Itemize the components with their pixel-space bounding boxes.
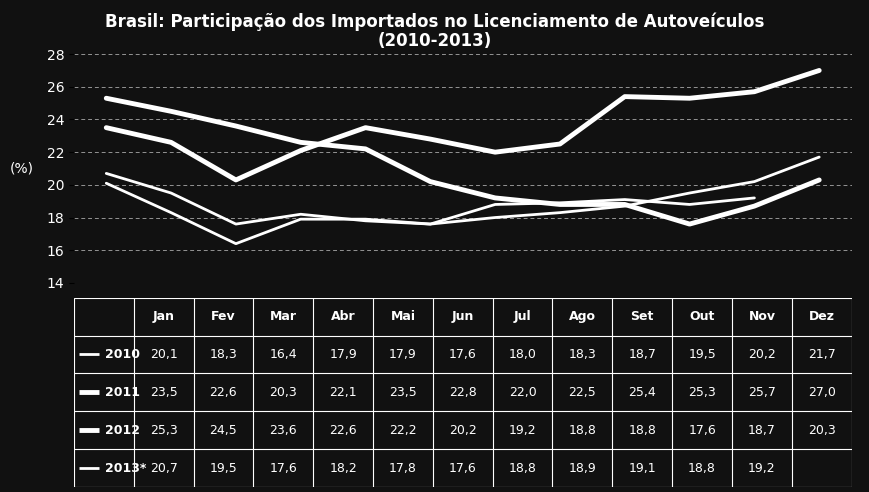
Text: 17,6: 17,6 [269,461,297,475]
Text: 23,5: 23,5 [149,386,177,399]
Text: 19,2: 19,2 [508,424,536,437]
Text: 18,3: 18,3 [568,348,596,361]
Text: 22,6: 22,6 [209,386,237,399]
Text: 18,8: 18,8 [688,461,716,475]
Text: 27,0: 27,0 [808,386,836,399]
Text: 17,6: 17,6 [449,348,476,361]
Text: 22,1: 22,1 [329,386,357,399]
Text: 18,7: 18,7 [748,424,776,437]
Text: 20,1: 20,1 [149,348,177,361]
Text: 2011: 2011 [105,386,140,399]
Text: 23,6: 23,6 [269,424,297,437]
Text: Ago: Ago [569,310,596,323]
Text: Out: Out [689,310,714,323]
Text: 25,3: 25,3 [149,424,177,437]
Text: 17,8: 17,8 [389,461,417,475]
Text: Mai: Mai [390,310,415,323]
Text: 17,6: 17,6 [449,461,476,475]
Text: 19,5: 19,5 [688,348,716,361]
Text: 16,4: 16,4 [269,348,297,361]
Text: 22,8: 22,8 [449,386,476,399]
Text: 23,5: 23,5 [389,386,417,399]
Text: 18,0: 18,0 [508,348,536,361]
Text: Fev: Fev [211,310,235,323]
Text: 25,4: 25,4 [628,386,656,399]
Text: Set: Set [631,310,653,323]
Text: 25,7: 25,7 [748,386,776,399]
Text: Brasil: Participação dos Importados no Licenciamento de Autoveículos: Brasil: Participação dos Importados no L… [105,12,764,31]
Text: 2012: 2012 [105,424,140,437]
Text: 18,9: 18,9 [568,461,596,475]
Text: 18,3: 18,3 [209,348,237,361]
Text: 22,6: 22,6 [329,424,357,437]
Text: Jun: Jun [452,310,474,323]
Text: 19,5: 19,5 [209,461,237,475]
Text: 18,2: 18,2 [329,461,357,475]
Text: 18,8: 18,8 [568,424,596,437]
Text: Dez: Dez [809,310,835,323]
Text: 22,5: 22,5 [568,386,596,399]
Text: 20,2: 20,2 [748,348,776,361]
Text: 24,5: 24,5 [209,424,237,437]
Text: 18,8: 18,8 [508,461,536,475]
Text: Mar: Mar [269,310,296,323]
Text: 20,3: 20,3 [808,424,836,437]
Text: Nov: Nov [748,310,775,323]
Text: 17,9: 17,9 [329,348,357,361]
Text: 18,8: 18,8 [628,424,656,437]
Text: Jul: Jul [514,310,531,323]
Text: (2010-2013): (2010-2013) [377,32,492,50]
Text: 21,7: 21,7 [808,348,836,361]
Text: 20,3: 20,3 [269,386,297,399]
Text: 2013*: 2013* [105,461,146,475]
Text: 22,0: 22,0 [508,386,536,399]
Text: 2010: 2010 [105,348,140,361]
Text: 25,3: 25,3 [688,386,716,399]
Text: 18,7: 18,7 [628,348,656,361]
Text: 20,2: 20,2 [449,424,476,437]
Text: 17,6: 17,6 [688,424,716,437]
Text: 20,7: 20,7 [149,461,177,475]
Text: Abr: Abr [331,310,355,323]
Text: 19,2: 19,2 [748,461,776,475]
Text: 17,9: 17,9 [389,348,417,361]
Text: 19,1: 19,1 [628,461,656,475]
Text: Jan: Jan [153,310,175,323]
Y-axis label: (%): (%) [10,161,33,176]
Text: 22,2: 22,2 [389,424,417,437]
